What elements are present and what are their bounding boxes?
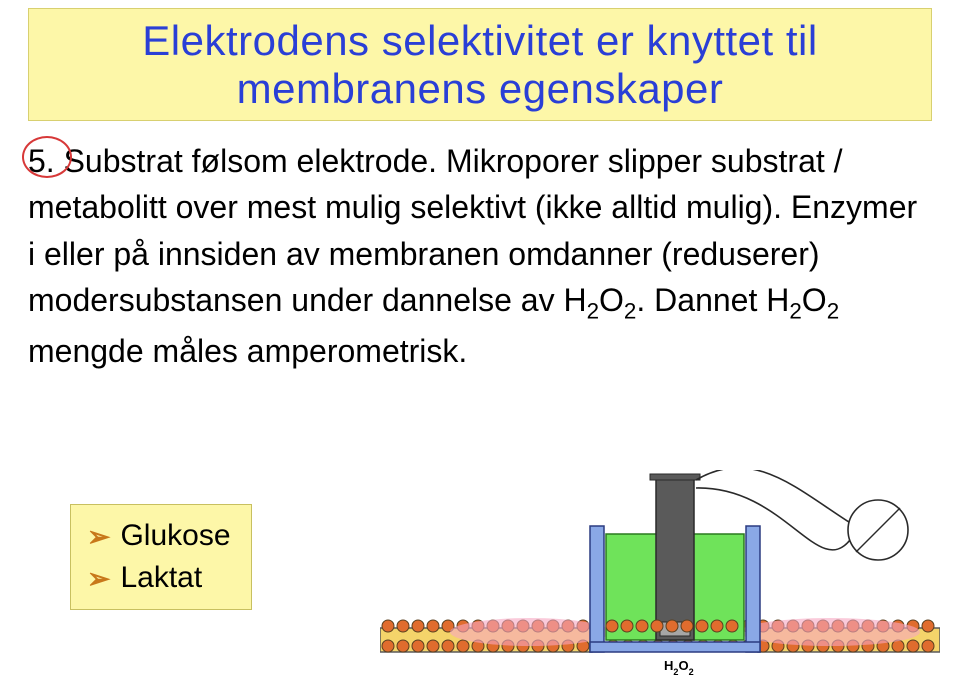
list-item-label: Glukose: [120, 519, 230, 553]
title-box: Elektrodens selektivitet er knyttet til …: [28, 8, 932, 121]
chevron-icon: ➢: [87, 520, 110, 553]
list-number: 5.: [28, 138, 55, 184]
list-number-text: 5.: [28, 143, 55, 179]
list-item: ➢ Glukose: [87, 515, 231, 557]
title-line-1: Elektrodens selektivitet er knyttet til: [49, 17, 911, 65]
list-item-label: Laktat: [120, 561, 202, 595]
chevron-icon: ➢: [87, 562, 110, 595]
body-text-content: Substrat følsom elektrode. Mikroporer sl…: [28, 143, 917, 369]
list-item: ➢ Laktat: [87, 557, 231, 599]
bullets-box: ➢ Glukose ➢ Laktat: [70, 504, 252, 610]
title-line-2: membranens egenskaper: [49, 65, 911, 113]
svg-text:H2O2: H2O2: [664, 658, 694, 677]
electrode-diagram: H2O2: [380, 470, 940, 680]
body-paragraph: 5. Substrat følsom elektrode. Mikroporer…: [28, 138, 928, 374]
